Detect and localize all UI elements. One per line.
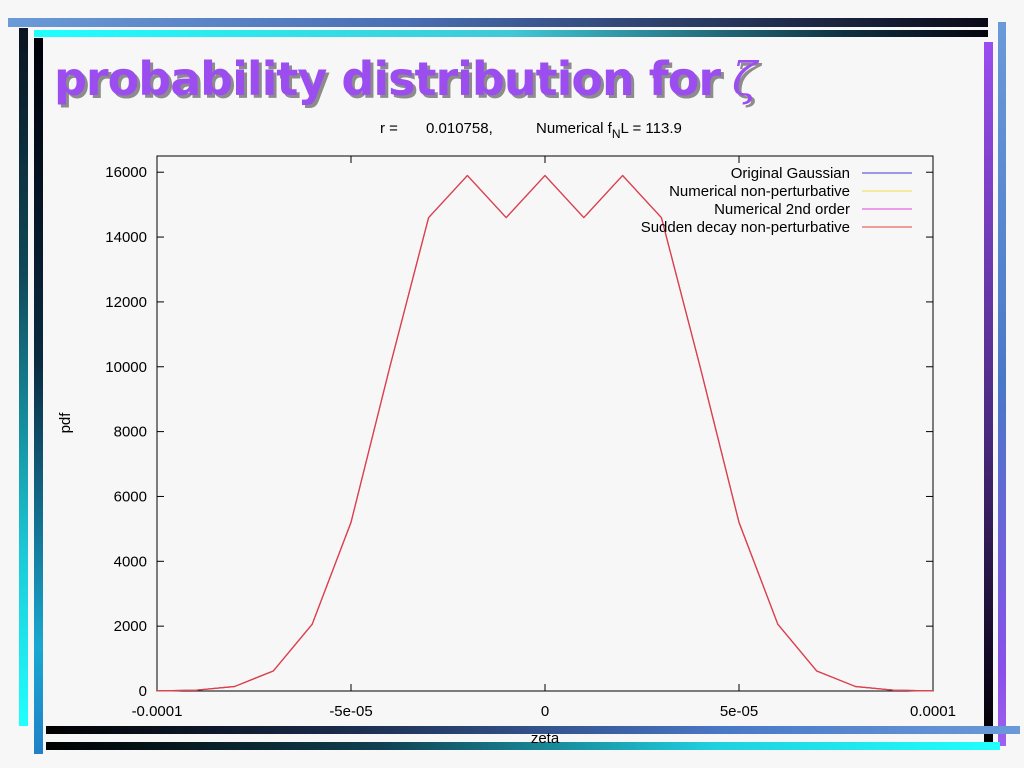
y-tick-label: 6000 bbox=[114, 488, 147, 505]
y-tick-label: 10000 bbox=[105, 359, 147, 376]
fnl-suffix: L = 113.9 bbox=[621, 120, 682, 137]
legend-label: Numerical 2nd order bbox=[714, 201, 850, 218]
y-tick-label: 16000 bbox=[105, 164, 147, 181]
y-tick-label: 2000 bbox=[114, 618, 147, 635]
y-tick-label: 12000 bbox=[105, 294, 147, 311]
frame-bottom-bar-blue bbox=[46, 726, 1020, 734]
slide-title-text: probability distribution for bbox=[54, 52, 721, 106]
y-tick-label: 0 bbox=[139, 683, 147, 700]
fnl-subscript: N bbox=[612, 127, 621, 141]
series-line-2 bbox=[156, 174, 934, 692]
legend-label: Numerical non-perturbative bbox=[669, 183, 850, 200]
frame-top-bar-cyan bbox=[34, 30, 988, 37]
y-tick-label: 4000 bbox=[114, 553, 147, 570]
frame-left-bar-cyan bbox=[19, 28, 28, 726]
chart-subtitle: r = 0.010758, Numerical fNL = 113.9 bbox=[380, 120, 682, 141]
y-axis-label: pdf bbox=[57, 412, 74, 434]
series-line-1 bbox=[156, 174, 934, 692]
frame-right-bar-blue bbox=[998, 22, 1006, 746]
series-lines bbox=[156, 174, 934, 692]
x-tick-label: 0 bbox=[541, 703, 549, 720]
x-axis-ticks: -0.0001 -5e-05 0 5e-05 0.0001 bbox=[132, 156, 956, 720]
frame-top-bar-blue bbox=[8, 18, 988, 27]
fnl-prefix: Numerical f bbox=[536, 120, 613, 137]
slide-title: probability distribution for ζ bbox=[54, 52, 757, 106]
frame-left-bar-dark bbox=[34, 38, 43, 754]
plot-area bbox=[156, 155, 934, 692]
frame-right-bar-purple bbox=[984, 42, 993, 742]
y-tick-label: 8000 bbox=[114, 424, 147, 441]
x-tick-label: -0.0001 bbox=[132, 703, 183, 720]
r-label: r = bbox=[380, 120, 398, 137]
zeta-symbol: ζ bbox=[732, 52, 757, 106]
r-value: 0.010758, bbox=[426, 120, 493, 137]
frame-bottom-bar-cyan bbox=[46, 742, 1000, 750]
y-tick-label: 14000 bbox=[105, 229, 147, 246]
series-line-3 bbox=[156, 174, 934, 692]
x-tick-label: -5e-05 bbox=[329, 703, 372, 720]
x-tick-label: 0.0001 bbox=[910, 703, 956, 720]
y-axis-ticks: 0 2000 4000 6000 8000 10000 12000 14000 16000 bbox=[105, 164, 933, 700]
x-axis-label: zeta bbox=[531, 730, 560, 747]
legend-label: Original Gaussian bbox=[731, 165, 850, 182]
series-line-0 bbox=[156, 174, 934, 692]
x-tick-label: 5e-05 bbox=[720, 703, 758, 720]
legend-label: Sudden decay non-perturbative bbox=[641, 219, 850, 236]
